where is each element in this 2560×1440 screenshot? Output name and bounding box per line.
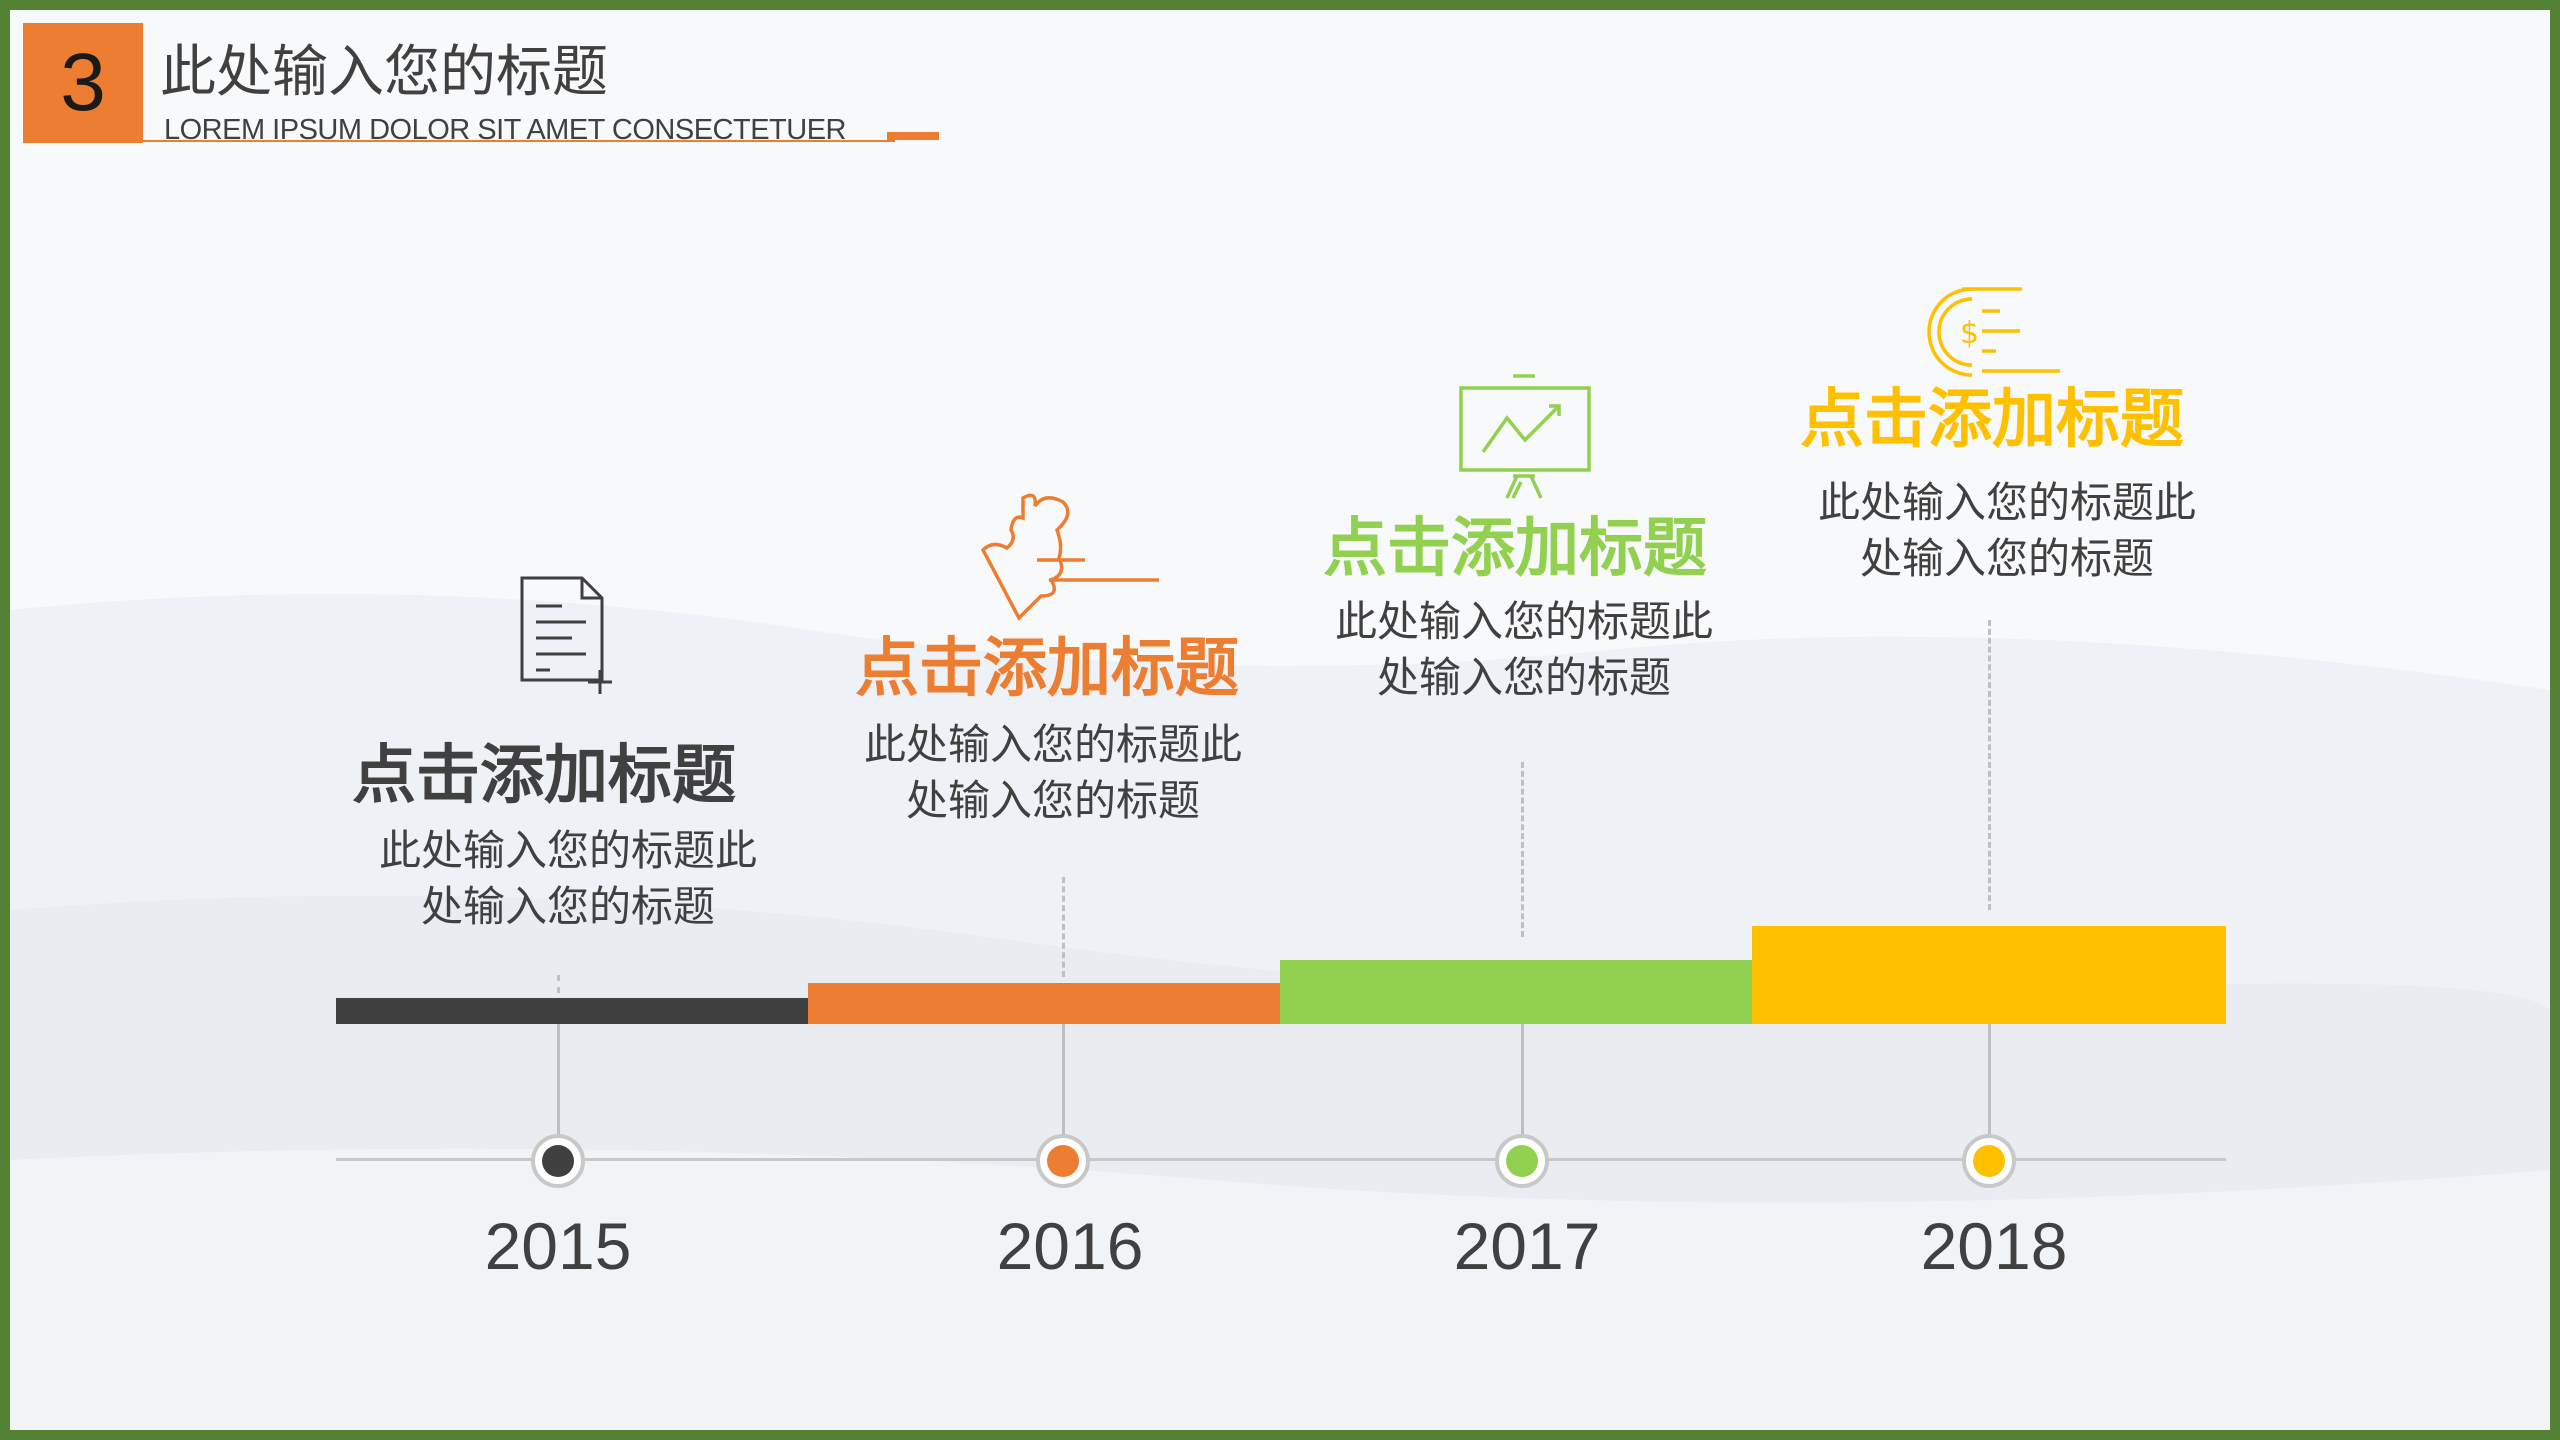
connector-2018: [1988, 1024, 1991, 1148]
title-underline: [143, 140, 895, 142]
bar-2018: [1752, 926, 2226, 1024]
desc-2018-line2[interactable]: 处输入您的标题: [1859, 534, 2154, 583]
dashed-line-2015: [557, 975, 560, 993]
timeline-axis: [336, 1158, 2226, 1161]
desc-2018-line1[interactable]: 此处输入您的标题此: [1817, 478, 2196, 527]
year-label-2016: 2016: [996, 1209, 1144, 1283]
heading-2015[interactable]: 点击添加标题: [352, 739, 736, 813]
heading-2018[interactable]: 点击添加标题: [1800, 383, 2184, 457]
desc-2015-line1[interactable]: 此处输入您的标题此: [378, 826, 757, 875]
svg-text:$: $: [1960, 316, 1979, 351]
marker-2016: [1036, 1134, 1090, 1188]
dashed-line-2018: [1988, 620, 1991, 910]
marker-2018: [1962, 1134, 2016, 1188]
page-subtitle[interactable]: LOREM IPSUM DOLOR SIT AMET CONSECTETUER: [164, 114, 846, 146]
bar-2016: [808, 983, 1280, 1024]
marker-2015: [531, 1134, 585, 1188]
presentation-chart-icon: [1459, 374, 1591, 499]
desc-2015-line2[interactable]: 处输入您的标题: [420, 882, 715, 931]
year-label-2015: 2015: [484, 1209, 632, 1283]
page-title[interactable]: 此处输入您的标题: [160, 40, 608, 105]
dashed-line-2016: [1062, 877, 1065, 977]
puzzle-hand-icon: [980, 493, 1159, 621]
dashed-line-2017: [1521, 762, 1524, 937]
desc-2016-line2[interactable]: 处输入您的标题: [905, 776, 1200, 825]
desc-2017-line1[interactable]: 此处输入您的标题此: [1334, 597, 1713, 646]
heading-2016[interactable]: 点击添加标题: [855, 632, 1239, 706]
connector-2015: [557, 1024, 560, 1148]
connector-2017: [1521, 1024, 1524, 1148]
bar-2015: [336, 998, 808, 1024]
desc-2017-line2[interactable]: 处输入您的标题: [1376, 653, 1671, 702]
year-label-2017: 2017: [1453, 1209, 1601, 1283]
heading-2017[interactable]: 点击添加标题: [1323, 512, 1707, 586]
desc-2016-line1[interactable]: 此处输入您的标题此: [863, 720, 1242, 769]
year-label-2018: 2018: [1920, 1209, 2068, 1283]
title-accent-bar: [887, 132, 939, 140]
dollar-coin-icon: $: [1927, 287, 2060, 377]
bar-2017: [1280, 960, 1752, 1024]
marker-2017: [1495, 1134, 1549, 1188]
document-add-icon: [520, 576, 612, 694]
connector-2016: [1062, 1024, 1065, 1148]
section-number: 3: [23, 23, 143, 143]
